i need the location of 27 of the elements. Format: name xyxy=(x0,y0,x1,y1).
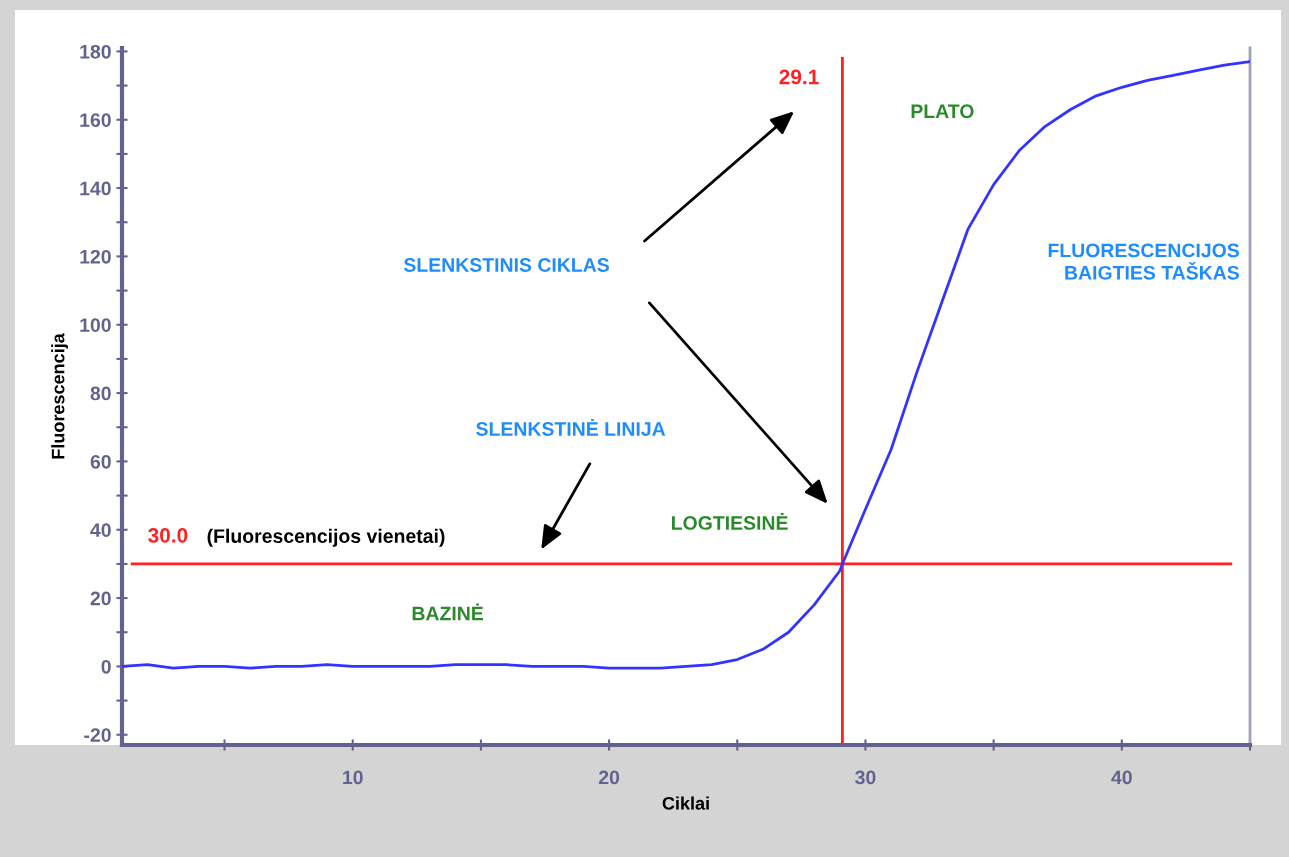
y-tick-label: 80 xyxy=(90,386,111,401)
y-tick-label: 140 xyxy=(80,181,111,196)
y-tick-label: 40 xyxy=(90,523,111,537)
y-axis-title: Fluorescencija xyxy=(51,333,69,459)
x-axis-title: Ciklai xyxy=(662,796,709,810)
ref-line-label: 30.0 xyxy=(148,527,188,543)
y-tick-label: 120 xyxy=(80,249,111,264)
y-tick-label: 60 xyxy=(90,454,111,469)
y-tick-label: -20 xyxy=(84,728,111,742)
annotation: BAZINĖ xyxy=(412,603,484,621)
y-tick-label: 180 xyxy=(80,44,111,59)
y-tick-label: 160 xyxy=(80,113,111,127)
annotation: FLUORESCENCIJOS BAIGTIES TAŠKAS xyxy=(1048,243,1239,280)
annotation: SLENKSTINĖ LINIJA xyxy=(476,419,666,436)
y-tick-label: 20 xyxy=(90,591,111,606)
line-series xyxy=(122,60,1250,670)
y-tick-label: 100 xyxy=(80,318,111,332)
annotation: PLATO xyxy=(911,104,974,119)
annotation: LOGTIESINĖ xyxy=(672,513,788,530)
x-tick-label: 20 xyxy=(598,770,620,785)
x-tick-label: 10 xyxy=(343,770,363,785)
annotation: (Fluorescencijos vienetai) xyxy=(207,528,445,547)
ref-line-label: 29.1 xyxy=(779,69,819,85)
x-tick-label: 30 xyxy=(855,770,876,785)
y-tick-label: 0 xyxy=(101,659,111,674)
x-tick-label: 40 xyxy=(1111,770,1132,785)
annotation: SLENKSTINIS CIKLAS xyxy=(403,258,609,272)
